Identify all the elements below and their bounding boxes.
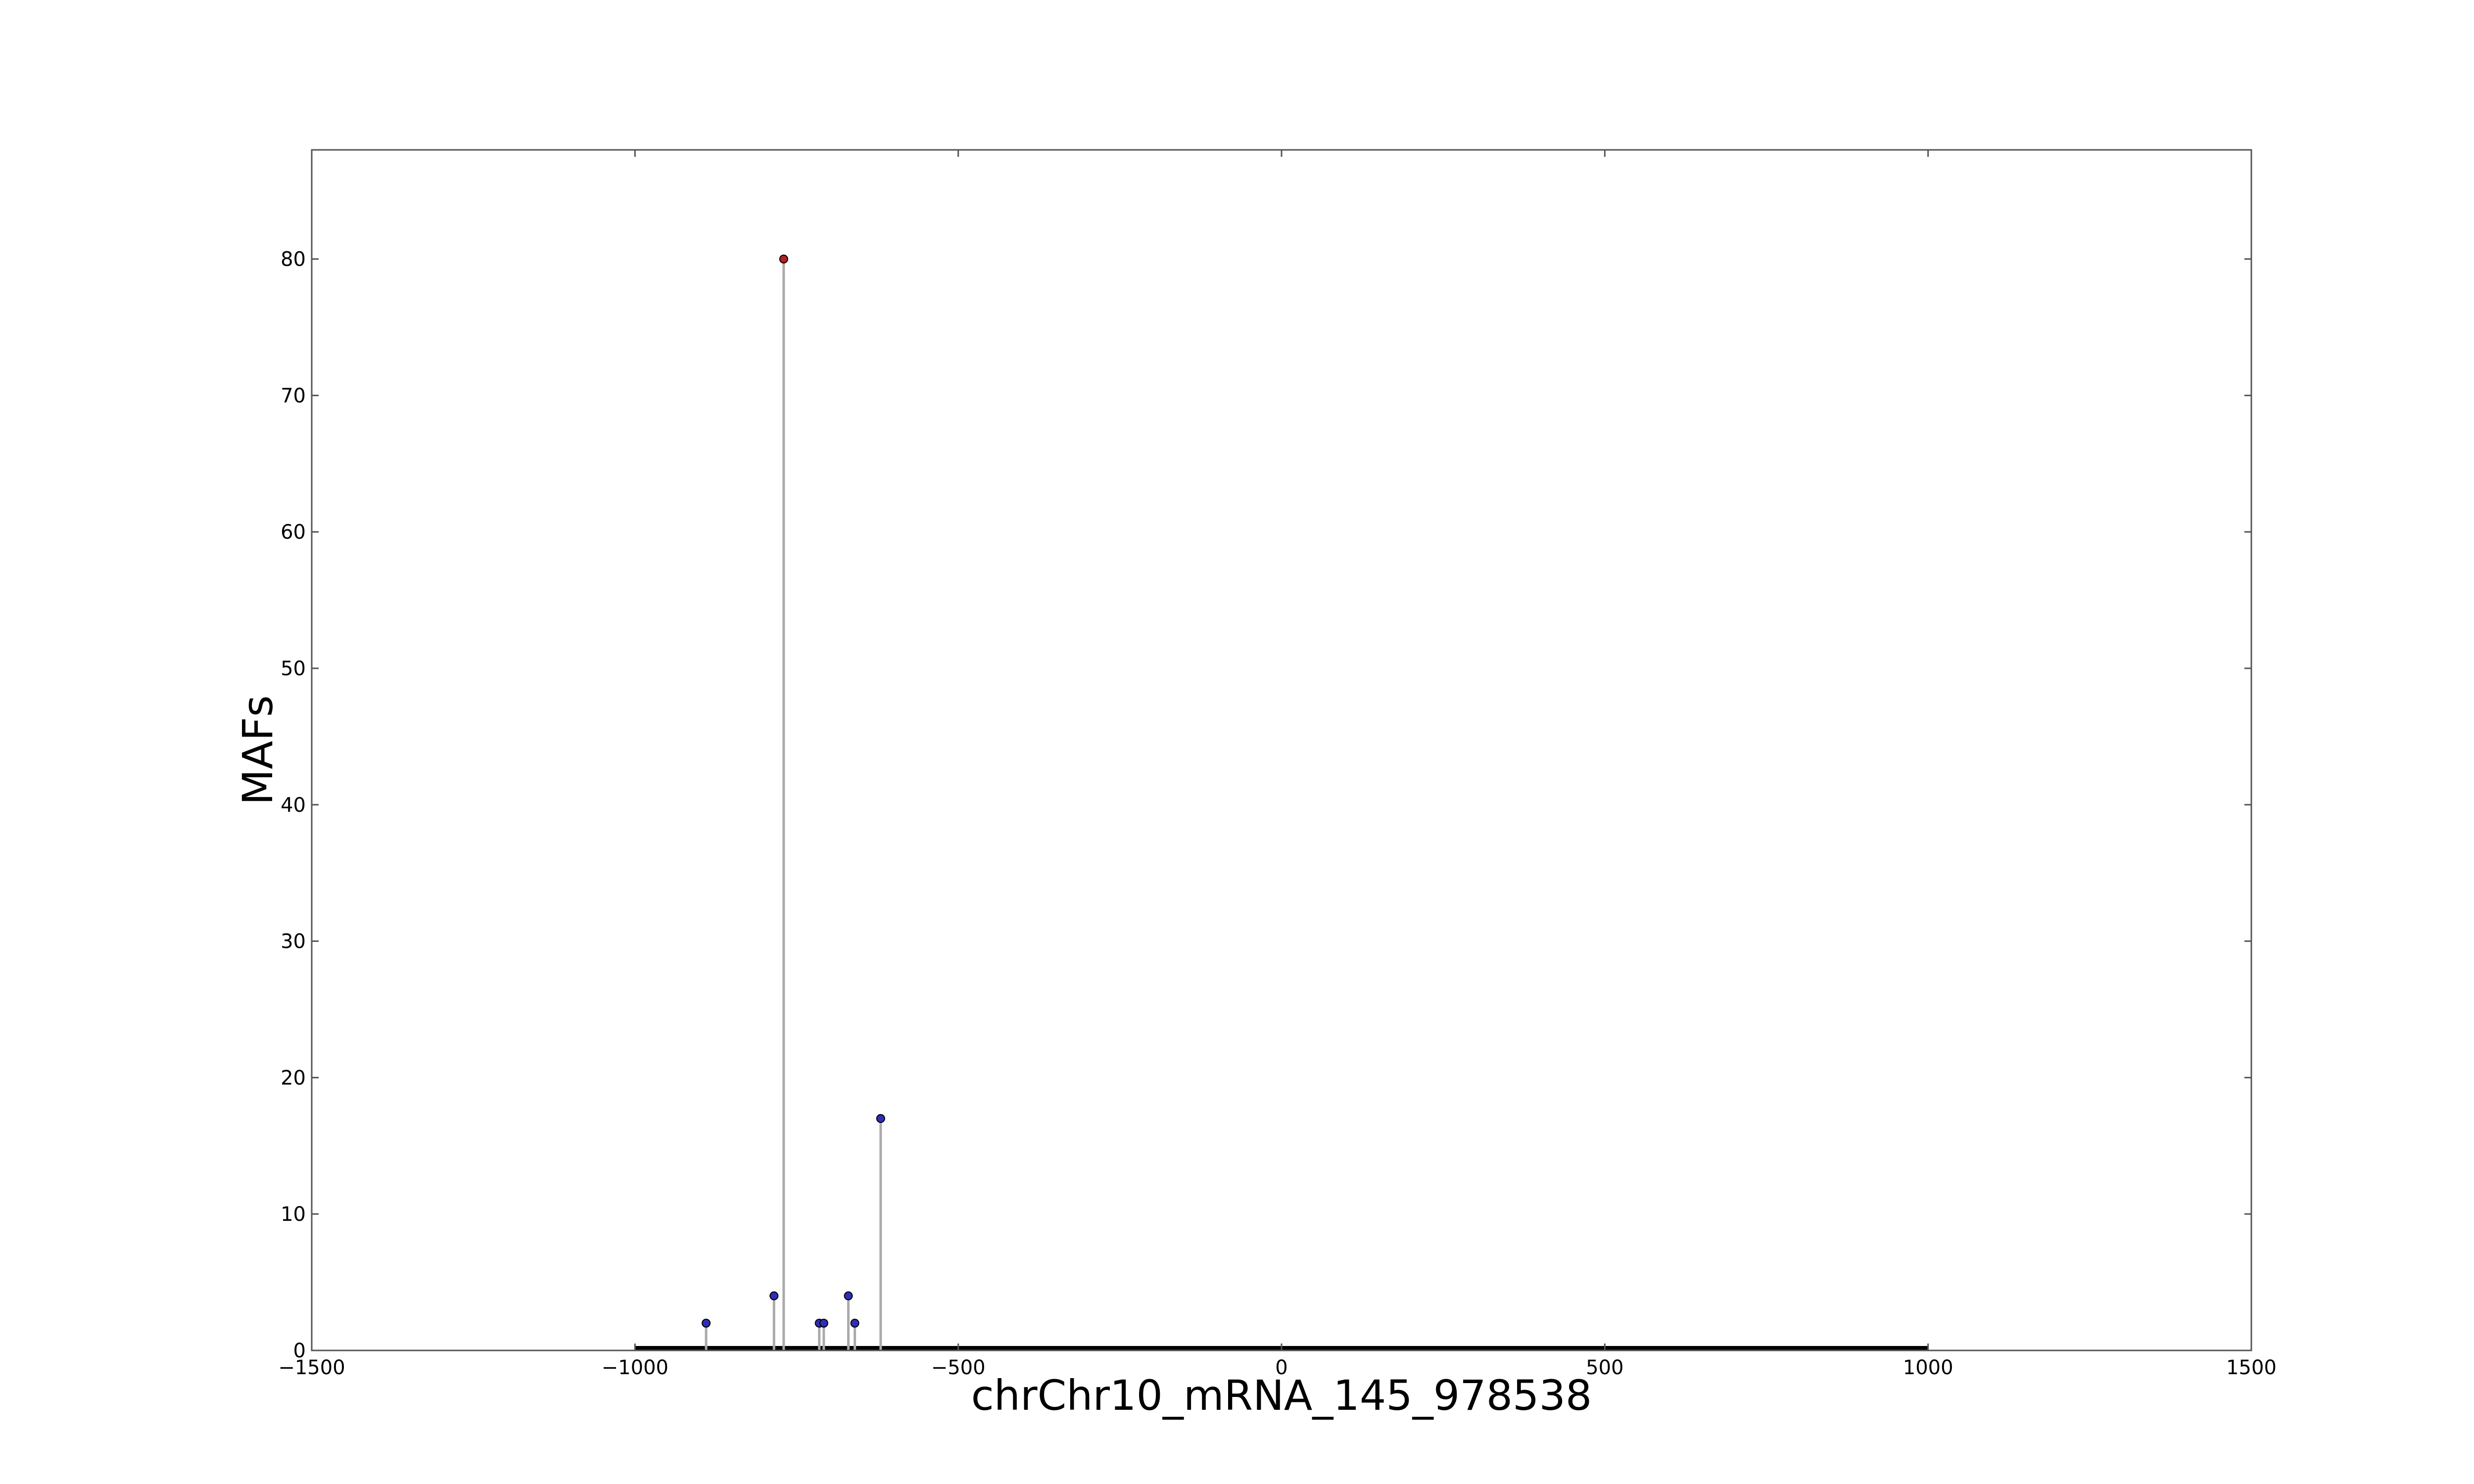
data-point-5 [844,1291,853,1300]
x-tick-label-6: 1500 [2226,1356,2277,1379]
x-tick-label-3: 0 [1275,1356,1287,1379]
x-axis-label: chrChr10_mRNA_145_978538 [971,1371,1592,1420]
y-tick-label-4: 40 [281,794,306,817]
axis-ticks: −1500 −1000 −500 0 500 1000 1500 0 10 20 30 40 50 60 7… [278,150,2277,1379]
data-point-6 [850,1318,859,1328]
y-tick-label-0: 0 [293,1340,306,1362]
y-tick-label-2: 20 [281,1067,306,1089]
data-point-2 [779,254,788,264]
x-tick-label-5: 1000 [1903,1356,1953,1379]
data-point-1 [769,1291,779,1300]
data-point-0 [702,1318,711,1328]
y-tick-label-1: 10 [281,1203,306,1226]
x-tick-label-2: −500 [931,1356,986,1379]
data-point-7 [876,1114,885,1123]
y-tick-label-6: 60 [281,521,306,544]
data-point-4 [819,1318,828,1328]
x-tick-label-4: 500 [1586,1356,1623,1379]
y-axis-label: MAFs [234,695,282,805]
y-tick-label-3: 30 [281,930,306,953]
y-tick-label-7: 70 [281,384,306,407]
y-tick-label-5: 50 [281,657,306,680]
x-tick-label-1: −1000 [602,1356,668,1379]
x-tick-label-0: −1500 [278,1356,345,1379]
y-tick-label-8: 80 [281,248,306,271]
